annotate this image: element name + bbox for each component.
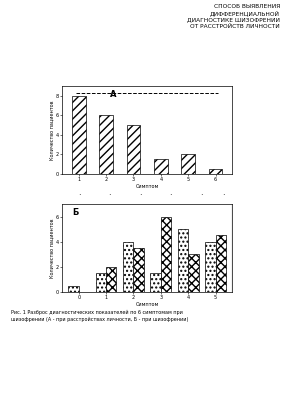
Bar [188, 254, 199, 292]
Y-axis label: Количество пациентов: Количество пациентов [49, 218, 54, 278]
X-axis label: Симптом: Симптом [136, 184, 159, 189]
Text: А: А [110, 90, 116, 98]
Bar [106, 267, 117, 292]
Text: СПОСОБ ВЫЯВЛЕНИЯ
ДИФФЕРЕНЦИАЛЬНОЙ
ДИАГНОСТИКЕ ШИЗОФРЕНИИ
ОТ РАССТРОЙСТВ ЛИЧНОСТИ: СПОСОБ ВЫЯВЛЕНИЯ ДИФФЕРЕНЦИАЛЬНОЙ ДИАГНО… [187, 4, 280, 29]
Bar [151, 273, 161, 292]
Text: ·: · [139, 191, 142, 200]
Text: ·: · [78, 191, 81, 200]
Bar [127, 125, 140, 174]
Bar [72, 96, 85, 174]
Bar [68, 286, 79, 292]
Bar [205, 242, 216, 292]
Bar [216, 236, 226, 292]
Bar [209, 169, 222, 174]
X-axis label: Симптом: Симптом [136, 302, 159, 307]
Bar [96, 273, 106, 292]
Text: Рис. 1 Разброс диагностических показателей по 6 симптомам при
шизофрении (А - пр: Рис. 1 Разброс диагностических показател… [11, 310, 189, 322]
Bar [161, 216, 171, 292]
Text: ·: · [170, 191, 172, 200]
Bar [154, 159, 168, 174]
Bar [178, 229, 188, 292]
Text: ·: · [200, 191, 203, 200]
Bar [99, 115, 113, 174]
Bar [123, 242, 134, 292]
Y-axis label: Количество пациентов: Количество пациентов [49, 100, 54, 160]
Text: ·: · [108, 191, 111, 200]
Text: Б: Б [72, 208, 79, 216]
Bar [134, 248, 144, 292]
Bar [181, 154, 195, 174]
Text: ·: · [222, 191, 225, 200]
